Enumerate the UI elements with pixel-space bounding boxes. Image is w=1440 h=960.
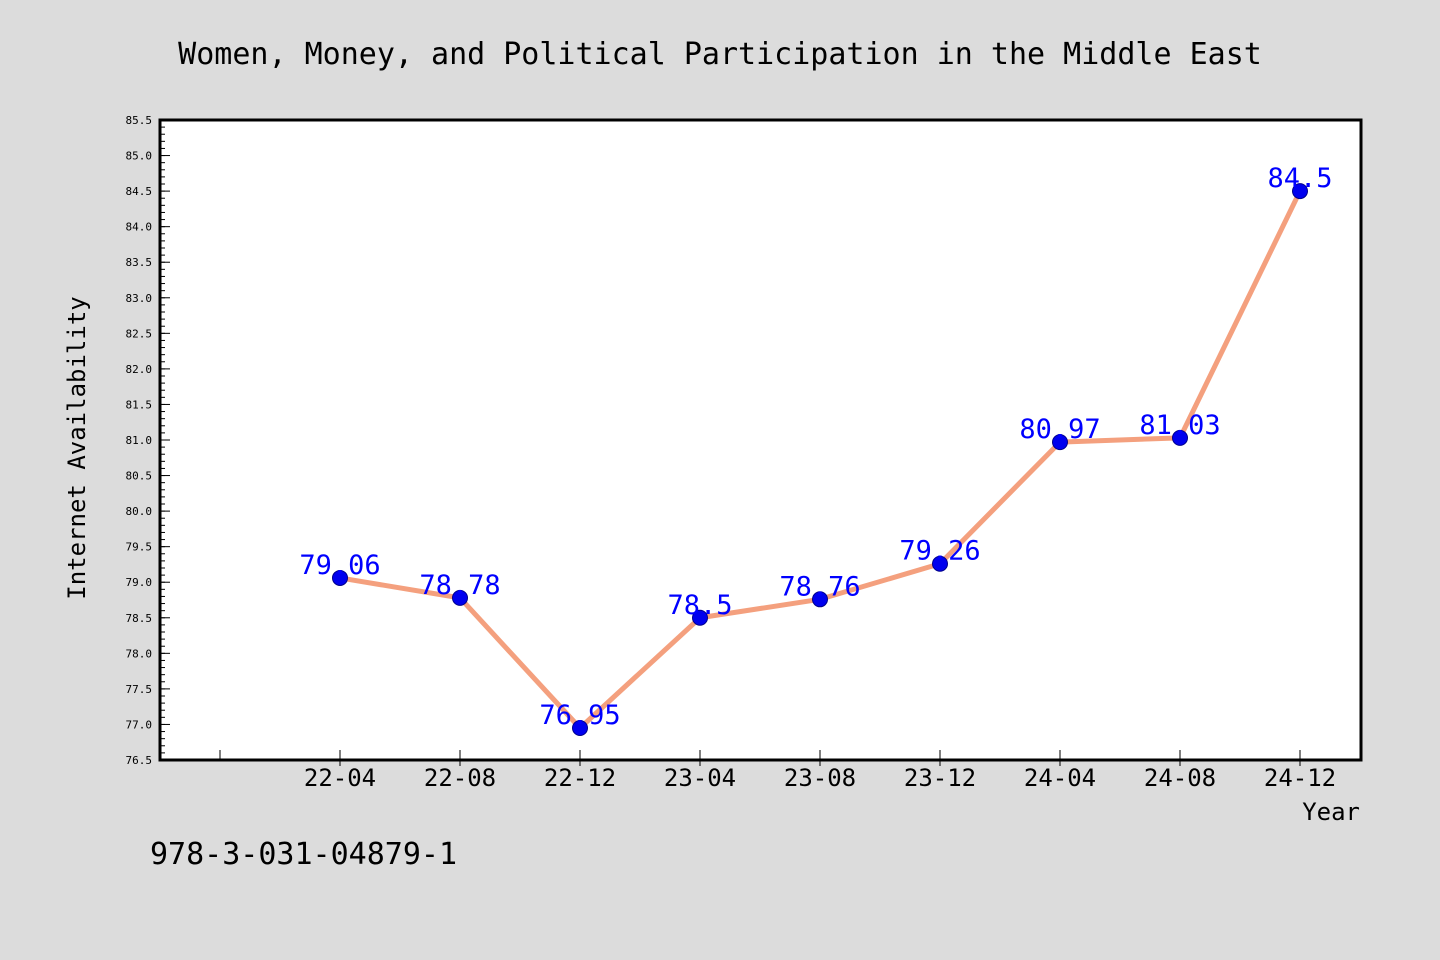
y-axis-label: Internet Availability — [63, 296, 91, 599]
data-point — [1172, 429, 1188, 446]
y-tick-label: 81.0 — [126, 434, 153, 447]
x-tick-label: 24-04 — [1024, 764, 1096, 792]
y-tick-label: 77.0 — [126, 718, 153, 731]
data-label: 79.26 — [899, 536, 980, 567]
y-tick-label: 82.5 — [126, 327, 153, 340]
y-tick-label: 78.5 — [126, 612, 153, 625]
x-tick-label: 23-12 — [904, 764, 976, 792]
x-tick-label: 22-08 — [424, 764, 496, 792]
data-label: 78.5 — [667, 590, 732, 621]
y-tick-label: 80.0 — [126, 505, 153, 518]
data-point — [572, 720, 588, 736]
data-label: 84.5 — [1267, 163, 1332, 194]
chart-title: Women, Money, and Political Participatio… — [178, 37, 1262, 72]
y-tick-label: 79.5 — [126, 541, 153, 554]
y-tick-label: 80.5 — [126, 470, 153, 483]
data-label: 78.76 — [779, 571, 860, 602]
data-point — [932, 555, 948, 572]
x-axis-label: Year — [1302, 798, 1360, 826]
data-label: 80.97 — [1019, 414, 1100, 445]
x-tick-label: 23-04 — [664, 764, 736, 792]
plot-frame — [158, 118, 1363, 762]
y-tick-label: 76.5 — [126, 754, 153, 767]
data-points — [332, 183, 1308, 736]
y-tick-label: 82.0 — [126, 363, 153, 376]
x-tick-label: 24-08 — [1144, 764, 1216, 792]
y-tick-label: 77.5 — [126, 683, 153, 696]
data-label: 78.78 — [419, 570, 500, 601]
data-point — [1292, 183, 1308, 200]
x-axis-ticks: 22-04 22-08 22-12 23-04 23-08 23-12 24-04 24-08… — [219, 750, 1336, 792]
data-label: 81.03 — [1139, 410, 1220, 441]
y-tick-label: 85.0 — [126, 150, 153, 163]
y-tick-label: 81.5 — [126, 398, 153, 411]
y-tick-label: 78.0 — [126, 647, 153, 660]
data-point — [1052, 434, 1068, 451]
y-tick-label: 85.5 — [126, 114, 153, 127]
data-point — [452, 589, 468, 606]
data-point — [332, 569, 348, 586]
x-tick-label: 23-08 — [784, 764, 856, 792]
data-label: 79.06 — [299, 550, 380, 581]
x-tick-label: 22-04 — [304, 764, 376, 792]
y-tick-label: 79.0 — [126, 576, 153, 589]
y-tick-label: 84.5 — [126, 185, 153, 198]
x-tick-label: 24-12 — [1264, 764, 1336, 792]
data-point — [812, 591, 828, 608]
footer-isbn: 978-3-031-04879-1 — [150, 837, 457, 872]
data-point — [692, 609, 708, 626]
data-label: 76.95 — [539, 700, 620, 731]
data-labels: 79.06 78.78 76.95 78.5 78.76 79.26 80.97 81.03 8… — [299, 163, 1332, 731]
y-tick-label: 83.5 — [126, 256, 153, 269]
y-tick-label: 83.0 — [126, 292, 153, 305]
y-tick-label: 84.0 — [126, 221, 153, 234]
x-tick-label: 22-12 — [544, 764, 616, 792]
y-major-ticks: 76.5 77.0 77.5 78.0 78.5 79.0 79.5 80.0 80.5 81.0… — [126, 114, 170, 767]
